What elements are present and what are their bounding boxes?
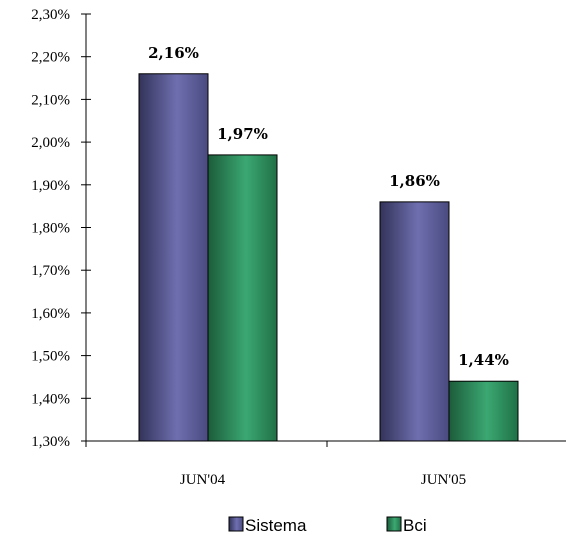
legend-label-sistema: Sistema bbox=[245, 516, 307, 535]
data-label: 1,97% bbox=[217, 125, 268, 143]
data-label: 1,86% bbox=[389, 172, 440, 190]
y-tick-label: 1,90% bbox=[31, 178, 70, 194]
x-category-label: JUN'04 bbox=[180, 472, 226, 488]
bar-bci-1 bbox=[448, 380, 519, 442]
y-tick-label: 1,30% bbox=[31, 434, 70, 450]
bar-sistema-0 bbox=[138, 73, 209, 442]
y-tick-label: 2,30% bbox=[31, 7, 70, 23]
x-category-label: JUN'05 bbox=[421, 472, 466, 488]
y-tick-label: 2,00% bbox=[31, 135, 70, 151]
data-label: 2,16% bbox=[148, 44, 199, 62]
y-tick-label: 1,80% bbox=[31, 221, 70, 237]
y-tick-label: 1,70% bbox=[31, 263, 70, 279]
y-tick-label: 1,60% bbox=[31, 306, 70, 322]
legend-swatch-sistema bbox=[228, 516, 244, 532]
y-tick-label: 2,20% bbox=[31, 50, 70, 66]
legend-swatch-bci bbox=[386, 516, 402, 532]
y-tick-label: 1,50% bbox=[31, 349, 70, 365]
bar-sistema-1 bbox=[379, 201, 450, 442]
data-label: 1,44% bbox=[458, 351, 509, 369]
bar-bci-0 bbox=[207, 154, 278, 442]
y-tick-label: 2,10% bbox=[31, 92, 70, 108]
legend-label-bci: Bci bbox=[403, 516, 427, 535]
y-tick-label: 1,40% bbox=[31, 391, 70, 407]
